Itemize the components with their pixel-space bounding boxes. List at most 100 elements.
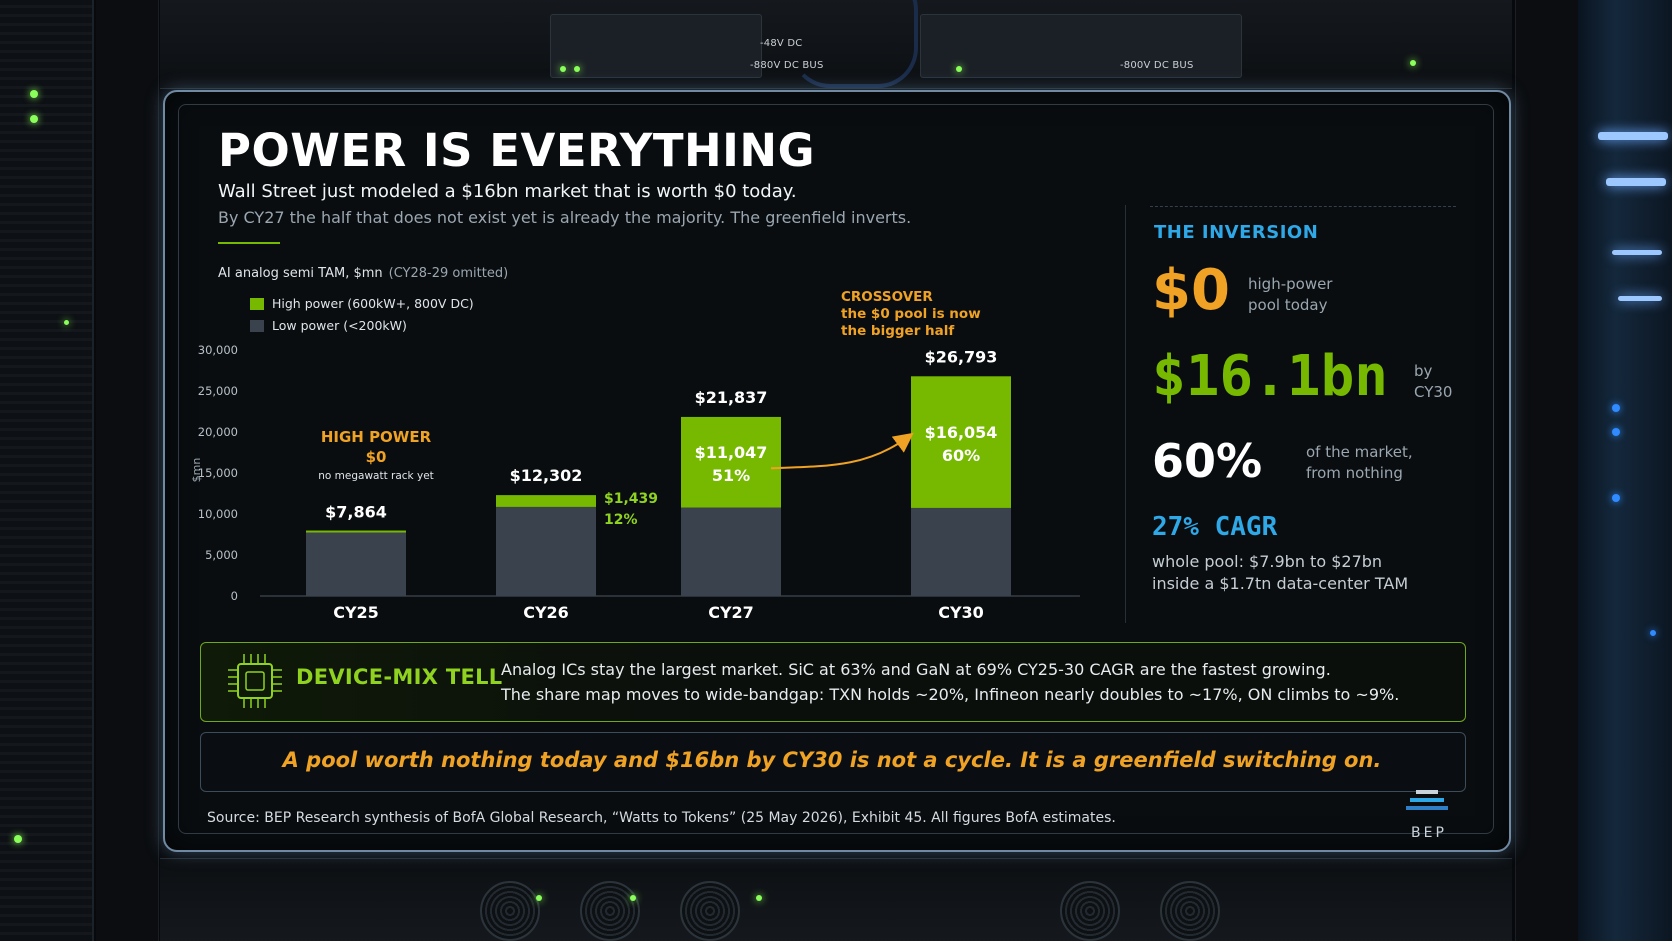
status-led <box>1410 60 1416 66</box>
title-underline <box>218 242 280 244</box>
stat-share-note-line2: from nothing <box>1306 464 1403 482</box>
status-led <box>1612 404 1620 412</box>
bep-logo-text: BEP <box>1411 825 1447 841</box>
cable <box>360 0 528 78</box>
bar-high-pct-label: 51% <box>712 466 750 485</box>
x-category-label: CY26 <box>523 603 569 622</box>
fan-icon <box>680 881 740 941</box>
bar-labels-group: CY25 $7,864 CY26 $12,302 $1,439 12% CY27 $21,83… <box>325 347 997 622</box>
annotation-high-power-value: $0 <box>366 448 387 466</box>
page-subtitle: Wall Street just modeled a $16bn market … <box>218 181 797 202</box>
status-led <box>14 835 22 843</box>
legend-item-low-power: Low power (<200kW) <box>250 318 407 333</box>
stat-16bn-value: $16.1bn <box>1152 344 1389 409</box>
stat-cagr-note: whole pool: $7.9bn to $27bn inside a $1.… <box>1152 551 1408 595</box>
bar-low-power <box>911 507 1011 596</box>
source-note: Source: BEP Research synthesis of BofA G… <box>207 810 1116 826</box>
cable <box>790 0 918 88</box>
hw-label: -48V DC <box>760 38 803 49</box>
y-tick-label: 25,000 <box>198 384 238 398</box>
bar-total-label: $21,837 <box>695 388 768 407</box>
status-led <box>536 895 542 901</box>
x-category-label: CY30 <box>938 603 984 622</box>
status-led <box>956 66 962 72</box>
status-led <box>1612 494 1620 502</box>
power-module <box>550 14 762 78</box>
crossover-line2: the bigger half <box>841 323 955 339</box>
dotted-rule <box>1150 206 1456 207</box>
bar-high-value-label: $11,047 <box>695 443 768 462</box>
bar-low-power <box>496 506 596 596</box>
stat-zero-value: $0 <box>1152 258 1230 323</box>
status-led <box>1650 630 1656 636</box>
hw-label: -800V DC BUS <box>1120 60 1194 71</box>
bar-high-value-label: $16,054 <box>925 423 998 442</box>
bep-logo-icon <box>1406 790 1448 810</box>
legend-swatch-high <box>250 297 264 310</box>
status-led <box>64 320 69 325</box>
y-tick-label: 30,000 <box>198 343 238 357</box>
bar-high-value-label: $1,439 <box>604 491 658 507</box>
status-led <box>30 115 38 123</box>
status-led <box>1612 428 1620 436</box>
device-mix-line2: The share map moves to wide-bandgap: TXN… <box>501 685 1400 704</box>
stat-16bn-note: by CY30 <box>1414 361 1452 403</box>
stat-16bn-note-line2: CY30 <box>1414 383 1453 401</box>
legend-item-high-power: High power (600kW+, 800V DC) <box>250 296 474 311</box>
infographic-panel <box>163 90 1511 852</box>
stat-zero-note-line2: pool today <box>1248 296 1328 314</box>
inversion-title: THE INVERSION <box>1154 222 1319 243</box>
stat-share-note: of the market, from nothing <box>1306 442 1413 484</box>
stat-cagr-note-line2: inside a $1.7tn data-center TAM <box>1152 574 1409 593</box>
bar-high-power <box>496 495 596 507</box>
bar-low-power <box>306 531 406 596</box>
chart-title-text: AI analog semi TAM, $mn <box>218 266 383 281</box>
legend-label-low: Low power (<200kW) <box>272 318 407 333</box>
bar-high-power <box>306 530 406 533</box>
column-divider <box>1125 205 1126 623</box>
ceiling-light <box>1612 250 1662 255</box>
fan-icon <box>1160 881 1220 941</box>
device-mix-title: DEVICE-MIX TELL <box>296 665 503 689</box>
stat-zero-note-line1: high-power <box>1248 275 1333 293</box>
ceiling-light <box>1598 132 1668 140</box>
stat-share-note-line1: of the market, <box>1306 443 1413 461</box>
stat-cagr-value: 27% CAGR <box>1152 512 1278 542</box>
quote-text: A pool worth nothing today and $16bn by … <box>282 748 1382 772</box>
crossover-annotation: CROSSOVER the $0 pool is now the bigger … <box>841 289 981 340</box>
crossover-title: CROSSOVER <box>841 289 933 305</box>
y-axis-ticks: 0 5,000 10,000 15,000 20,000 25,000 30,000 <box>198 343 238 603</box>
top-power-hardware: -48V DC -880V DC BUS -800V DC BUS <box>160 0 1512 89</box>
bottom-fan-hardware <box>160 858 1512 941</box>
stat-16bn-note-line1: by <box>1414 362 1433 380</box>
stat-zero-note: high-power pool today <box>1248 274 1332 316</box>
quote-callout <box>200 732 1466 792</box>
stacked-bar-chart: $mn 0 5,000 10,000 15,000 20,000 25,000 30,000… <box>190 343 1080 622</box>
annotation-high-power-title: HIGH POWER <box>321 428 432 446</box>
ceiling-light <box>1618 296 1662 301</box>
status-led <box>630 895 636 901</box>
crossover-line1: the $0 pool is now <box>841 306 981 322</box>
status-led <box>30 90 38 98</box>
device-mix-line1: Analog ICs stay the largest market. SiC … <box>501 660 1331 679</box>
bars-group <box>306 376 1011 596</box>
hw-label: -880V DC BUS <box>750 60 824 71</box>
bar-total-label: $26,793 <box>925 347 998 366</box>
bar-total-label: $7,864 <box>325 503 387 522</box>
page-title: POWER IS EVERYTHING <box>218 124 816 177</box>
y-tick-label: 10,000 <box>198 507 238 521</box>
fan-icon <box>480 881 540 941</box>
stat-share-value: 60% <box>1152 434 1263 488</box>
annotation-high-power-note: no megawatt rack yet <box>318 470 434 482</box>
bar-low-power <box>681 507 781 596</box>
stat-cagr-note-line1: whole pool: $7.9bn to $27bn <box>1152 552 1383 571</box>
power-module <box>920 14 1242 78</box>
legend-swatch-low <box>250 319 264 332</box>
bar-total-label: $12,302 <box>510 466 583 485</box>
legend-label-high: High power (600kW+, 800V DC) <box>272 296 474 311</box>
server-rack-left <box>0 0 94 941</box>
chart-title: AI analog semi TAM, $mn (CY28-29 omitted) <box>218 266 508 281</box>
bar-high-power <box>681 416 781 508</box>
page-subtitle-secondary: By CY27 the half that does not exist yet… <box>218 208 912 227</box>
